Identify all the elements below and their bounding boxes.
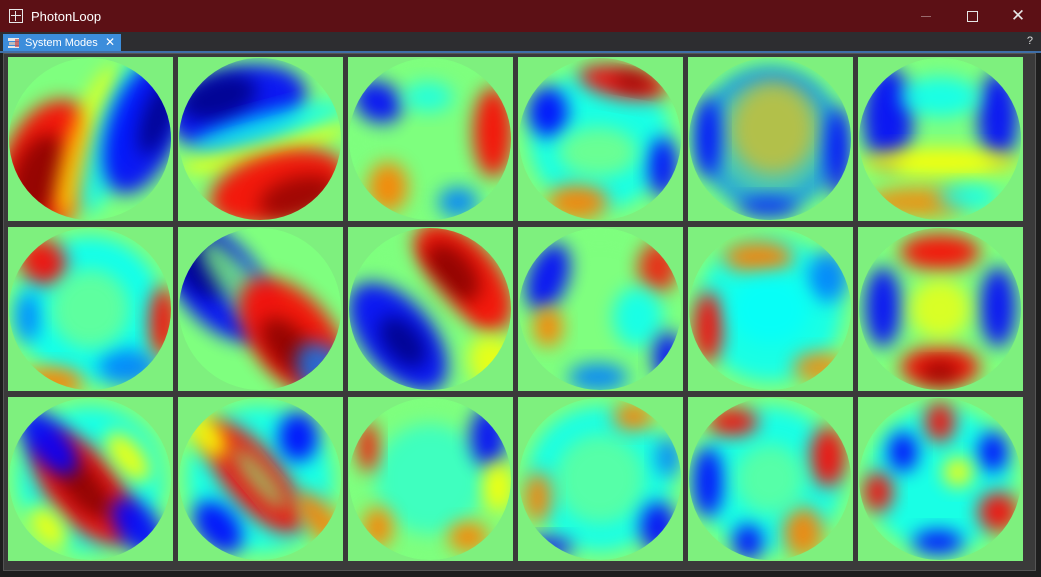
mode-tile-12[interactable]	[858, 227, 1023, 391]
mode-map-8	[178, 227, 343, 391]
title-bar[interactable]: PhotonLoop ✕	[0, 0, 1041, 32]
mode-map-9	[348, 227, 513, 391]
mode-tile-7[interactable]	[8, 227, 173, 391]
close-icon: ✕	[1010, 6, 1026, 25]
mode-tile-13[interactable]	[8, 397, 173, 561]
window-title: PhotonLoop	[31, 8, 102, 24]
mode-tile-18[interactable]	[858, 397, 1023, 561]
minimize-button[interactable]	[903, 0, 949, 32]
mode-map-17	[688, 397, 853, 561]
mode-map-7	[8, 227, 173, 391]
mode-map-15	[348, 397, 513, 561]
mode-tile-3[interactable]	[348, 57, 513, 221]
minimize-icon	[921, 15, 931, 17]
mode-tile-2[interactable]	[178, 57, 343, 221]
mode-map-16	[518, 397, 683, 561]
mode-tile-17[interactable]	[688, 397, 853, 561]
mode-map-12	[858, 227, 1023, 391]
mode-tile-10[interactable]	[518, 227, 683, 391]
mode-tile-1[interactable]	[8, 57, 173, 221]
mode-tile-9[interactable]	[348, 227, 513, 391]
mode-map-11	[688, 227, 853, 391]
mode-map-4	[518, 57, 683, 221]
mode-tile-4[interactable]	[518, 57, 683, 221]
app-icon	[9, 9, 23, 23]
mode-map-5	[688, 57, 853, 221]
maximize-button[interactable]	[949, 0, 995, 32]
mode-tile-6[interactable]	[858, 57, 1023, 221]
mode-tile-5[interactable]	[688, 57, 853, 221]
mode-map-18	[858, 397, 1023, 561]
mode-map-10	[518, 227, 683, 391]
window-controls: ✕	[903, 0, 1041, 32]
maximize-icon	[966, 10, 978, 22]
modes-panel	[3, 53, 1036, 571]
tab-system-modes[interactable]: System Modes ✕	[3, 34, 121, 51]
mode-tile-16[interactable]	[518, 397, 683, 561]
close-button[interactable]: ✕	[995, 0, 1041, 32]
tab-close-icon[interactable]: ✕	[104, 35, 115, 49]
mode-map-3	[348, 57, 513, 221]
mode-map-1	[8, 57, 173, 221]
status-bar	[0, 571, 1041, 577]
mode-tile-14[interactable]	[178, 397, 343, 561]
tab-label: System Modes	[25, 36, 98, 49]
mode-map-14	[178, 397, 343, 561]
mode-tile-8[interactable]	[178, 227, 343, 391]
tab-bar: System Modes ✕ ?	[0, 32, 1041, 53]
help-button[interactable]: ?	[1026, 35, 1033, 47]
mode-tile-15[interactable]	[348, 397, 513, 561]
mode-map-6	[858, 57, 1023, 221]
mode-map-2	[178, 57, 343, 221]
modes-icon	[7, 37, 21, 49]
mode-tile-11[interactable]	[688, 227, 853, 391]
mode-map-13	[8, 397, 173, 561]
